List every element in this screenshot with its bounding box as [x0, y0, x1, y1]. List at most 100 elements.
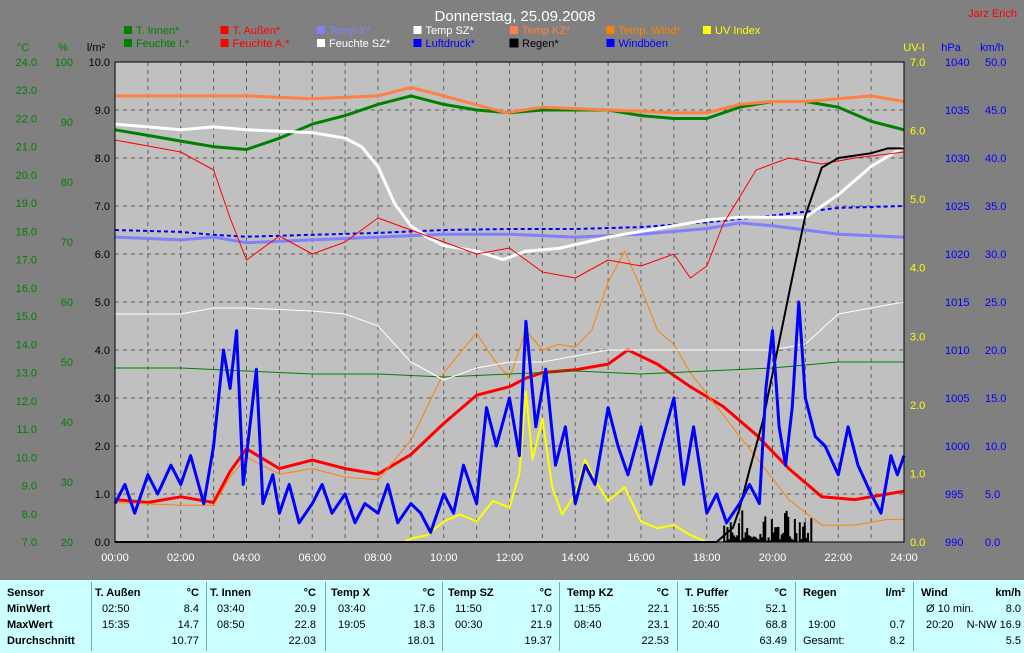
temp-tick-label: 18.0 [16, 226, 37, 238]
press-tick-label: 1035 [945, 105, 969, 117]
legend-swatch [509, 38, 519, 48]
aussen-average: 10.77 [171, 635, 199, 647]
stats-regen-column: Regen l/m² 19:00 0.7 Gesamt: 8.2 [796, 580, 908, 653]
temp-tick-label: 11.0 [16, 424, 37, 436]
chart-title: Donnerstag, 25.09.2008 [435, 8, 596, 25]
stats-sensor-column: Sensor MinWert MaxWert Durchschnitt [0, 580, 90, 653]
wind-tick-label: 45.0 [985, 105, 1006, 117]
wind-unit-label: km/h [980, 42, 1004, 54]
uv-tick-label: 0.0 [910, 537, 925, 549]
rain-bar [729, 522, 732, 542]
temp-tick-label: 7.0 [22, 537, 37, 549]
legend-item: Temp SZ* [413, 25, 475, 37]
time-tick-label: 10:00 [430, 552, 458, 564]
aussen-max-value: 14.7 [177, 619, 199, 631]
column-separator [91, 582, 92, 651]
legend-label: UV Index [715, 25, 761, 37]
stats-wind-column: Wind km/h Ø 10 min. 8.0 20:20 N-NW 16.9 … [914, 580, 1024, 653]
column-separator [442, 582, 443, 651]
legend-label: Feuchte SZ* [329, 38, 391, 50]
regen-total-label: Gesamt: [803, 635, 845, 647]
rain-bar [790, 538, 793, 542]
press-tick-label: 1015 [945, 297, 969, 309]
temp-tick-label: 22.0 [16, 113, 37, 125]
legend-item: Windböen [606, 38, 668, 50]
column-separator [206, 582, 207, 651]
puffer-max-time: 20:40 [692, 619, 720, 631]
rain-tick-label: 5.0 [95, 297, 110, 309]
legend-swatch [220, 26, 229, 34]
legend-swatch [703, 26, 711, 34]
legend-item: Temp KZ* [510, 25, 571, 37]
legend-label: Luftdruck* [426, 38, 476, 50]
puffer-min-value: 52.1 [765, 603, 787, 615]
legend-label: T. Innen* [136, 25, 180, 37]
uv-tick-label: 4.0 [910, 263, 925, 275]
grid [115, 62, 904, 542]
temp-tick-label: 10.0 [16, 452, 37, 464]
tempsz-min-value: 17.0 [530, 603, 552, 615]
rain-tick-label: 2.0 [95, 441, 110, 453]
column-separator [913, 582, 914, 651]
legend-label: Temp KZ* [522, 25, 571, 37]
legend-swatch [124, 39, 132, 47]
regen-max-time: 19:00 [808, 619, 836, 631]
time-tick-label: 22:00 [824, 552, 852, 564]
stats-tempsz-column: Temp SZ °C 11:50 17.0 00:30 21.9 19.37 [443, 580, 555, 653]
rain-bar [780, 534, 783, 542]
time-tick-label: 06:00 [298, 552, 326, 564]
temp-tick-label: 16.0 [16, 283, 37, 295]
stats-tempkz-column: Temp KZ °C 11:55 22.1 08:40 23.1 22.53 [560, 580, 672, 653]
temp-tick-label: 9.0 [22, 481, 37, 493]
header-wind: Wind [921, 587, 948, 599]
time-tick-label: 16:00 [627, 552, 655, 564]
stats-aussen-column: T. Außen °C 02:50 8.4 15:35 14.7 10.77 [92, 580, 202, 653]
rain-bar [764, 516, 767, 542]
series-line [115, 301, 905, 381]
time-tick-label: 08:00 [364, 552, 392, 564]
rain-bar [752, 536, 755, 542]
column-separator [325, 582, 326, 651]
temp-tick-label: 15.0 [16, 311, 37, 323]
rain-bar [737, 523, 740, 542]
legend-item: T. Außen* [220, 25, 281, 37]
legend-swatch [124, 26, 132, 34]
legend-item: Feuchte I.* [124, 38, 190, 50]
press-tick-label: 1040 [945, 57, 969, 69]
rain-tick-label: 1.0 [95, 489, 110, 501]
rain-bar [762, 521, 765, 542]
hum-tick-label: 70 [61, 237, 73, 249]
series-line [113, 300, 906, 534]
time-tick-label: 14:00 [561, 552, 589, 564]
rain-bar [810, 518, 813, 542]
row-label-avg: Durchschnitt [7, 635, 75, 647]
time-tick-label: 12:00 [496, 552, 524, 564]
wind-tick-label: 35.0 [985, 201, 1006, 213]
rain-bar [802, 526, 805, 542]
press-tick-label: 1020 [945, 249, 969, 261]
regen-total-value: 8.2 [889, 635, 905, 647]
legend-swatch [317, 26, 325, 34]
uv-tick-label: 3.0 [910, 331, 925, 343]
legend-swatch [413, 26, 422, 34]
rain-bar [757, 539, 760, 542]
rain-bar [765, 540, 768, 542]
unit-tempsz: °C [539, 587, 552, 599]
rain-bar [770, 519, 773, 542]
axis-ticks: 7.0 8.0 9.0 10.0 11.0 12.0 13.0 14.0 15.0 16.0 17.… [16, 57, 1007, 564]
hum-tick-label: 60 [61, 297, 73, 309]
author-label: Jarz Erich [968, 8, 1017, 20]
wind-tick-label: 10.0 [985, 441, 1006, 453]
rain-bar [739, 540, 742, 542]
legend-label: Feuchte I.* [136, 38, 190, 50]
column-separator [559, 582, 560, 651]
unit-tempkz: °C [656, 587, 669, 599]
tempx-average: 18.01 [407, 635, 435, 647]
header-tempx: Temp X [331, 587, 370, 599]
temp-tick-label: 13.0 [16, 368, 37, 380]
aussen-min-time: 02:50 [102, 603, 130, 615]
tempkz-max-value: 23.1 [647, 619, 669, 631]
legend-item: Feuchte SZ* [317, 38, 391, 50]
rain-bar [793, 518, 796, 542]
rain-bar [723, 525, 726, 542]
